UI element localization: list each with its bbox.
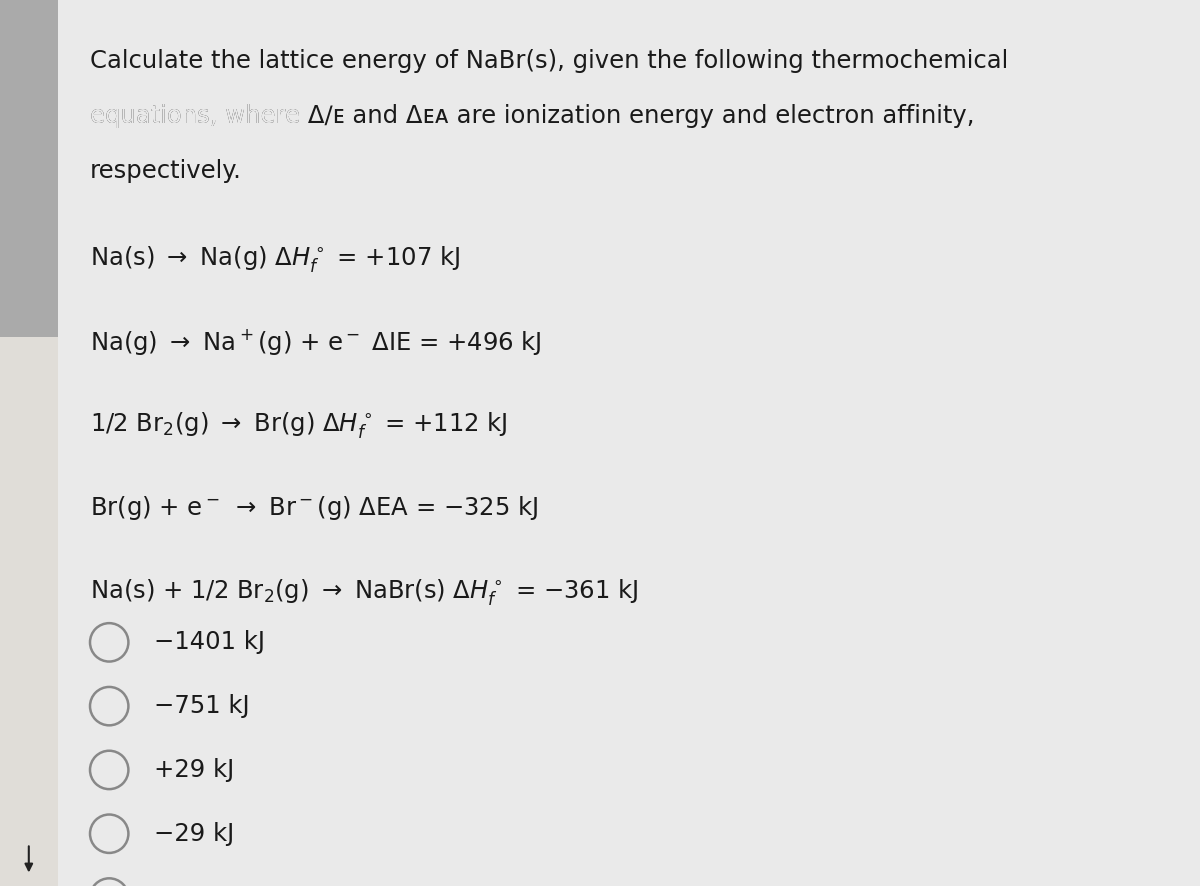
Text: Calculate the lattice energy of NaBr(s), given the following thermochemical: Calculate the lattice energy of NaBr(s),… <box>90 49 1008 73</box>
Text: equations, where: equations, where <box>90 104 308 128</box>
Text: +29 kJ: +29 kJ <box>154 758 234 782</box>
Text: respectively.: respectively. <box>90 159 242 183</box>
Bar <box>0 0 58 337</box>
Text: Na(g) $\rightarrow$ Na$^+$(g) + e$^-$ $\Delta$IE = +496 kJ: Na(g) $\rightarrow$ Na$^+$(g) + e$^-$ $\… <box>90 327 541 357</box>
Text: Na(s) $\rightarrow$ Na(g) $\Delta H_f^\circ$ = +107 kJ: Na(s) $\rightarrow$ Na(g) $\Delta H_f^\c… <box>90 244 460 274</box>
Text: −1401 kJ: −1401 kJ <box>154 630 265 655</box>
Text: −751 kJ: −751 kJ <box>154 694 250 719</box>
Bar <box>0 337 58 886</box>
Text: equations, where Δ∕ᴇ and Δᴇᴀ are ionization energy and electron affinity,: equations, where Δ∕ᴇ and Δᴇᴀ are ionizat… <box>90 104 974 128</box>
Text: Br(g) + e$^-$ $\rightarrow$ Br$^-$(g) $\Delta$EA = $-$325 kJ: Br(g) + e$^-$ $\rightarrow$ Br$^-$(g) $\… <box>90 494 539 522</box>
Text: 1/2 Br$_2$(g) $\rightarrow$ Br(g) $\Delta H_f^\circ$ = +112 kJ: 1/2 Br$_2$(g) $\rightarrow$ Br(g) $\Delt… <box>90 410 508 440</box>
Text: −29 kJ: −29 kJ <box>154 821 234 846</box>
Text: Na(s) + 1/2 Br$_2$(g) $\rightarrow$ NaBr(s) $\Delta H_f^\circ$ = $-$361 kJ: Na(s) + 1/2 Br$_2$(g) $\rightarrow$ NaBr… <box>90 577 638 607</box>
